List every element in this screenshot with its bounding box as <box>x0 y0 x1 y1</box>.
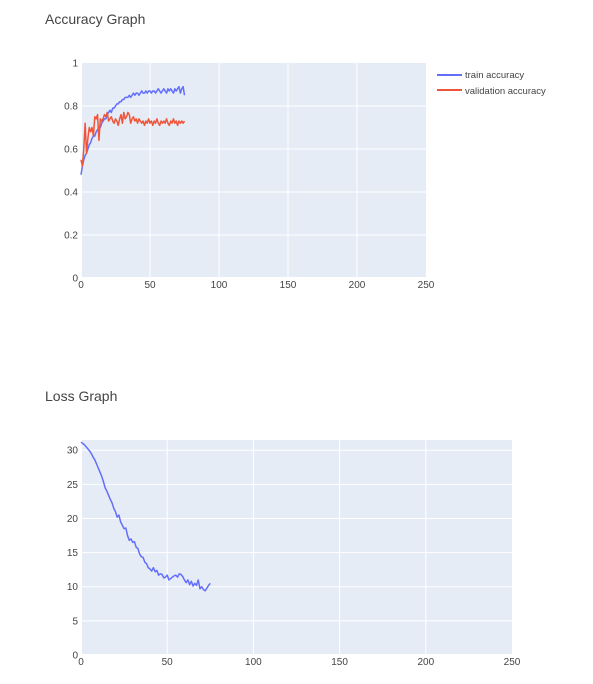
accuracy-legend: train accuracy validation accuracy <box>437 70 546 97</box>
acc-series-line-1 <box>80 111 186 167</box>
loss-chart-title: Loss Graph <box>45 388 117 404</box>
acc-y-tick-label: 0.8 <box>64 102 78 113</box>
loss-x-tick-label: 200 <box>417 657 434 668</box>
acc-x-tick-label: 50 <box>144 280 156 291</box>
loss-series-line-0 <box>80 441 211 592</box>
loss-x-tick-label: 250 <box>504 657 521 668</box>
acc-x-tick-label: 200 <box>349 280 366 291</box>
loss-grid <box>80 440 512 656</box>
loss-y-tick-label: 20 <box>67 514 79 525</box>
loss-x-tick-label: 0 <box>78 657 84 668</box>
acc-y-tick-label: 1 <box>72 59 78 70</box>
loss-y-tick-label: 10 <box>67 582 79 593</box>
legend-train-label: train accuracy <box>465 70 524 81</box>
loss-plot-area <box>81 440 512 655</box>
loss-chart: Loss Graph 0 50 100 150 200 250 0 5 10 15 20 25 30 <box>45 388 521 668</box>
loss-y-tick-label: 5 <box>72 616 78 627</box>
legend-validation-label: validation accuracy <box>465 86 546 97</box>
acc-x-tick-label: 250 <box>418 280 435 291</box>
loss-y-tick-label: 25 <box>67 480 79 491</box>
accuracy-chart: Accuracy Graph 0 50 100 150 200 250 0 0.2 0.4 0.6… <box>45 11 546 291</box>
accuracy-series <box>80 85 186 175</box>
loss-y-tick-label: 15 <box>67 548 79 559</box>
loss-series <box>80 441 211 592</box>
accuracy-chart-title: Accuracy Graph <box>45 11 145 27</box>
loss-x-tick-label: 50 <box>162 657 174 668</box>
accuracy-ticks: 0 50 100 150 200 250 0 0.2 0.4 0.6 0.8 1 <box>64 59 435 292</box>
accuracy-plot-area <box>81 63 426 278</box>
acc-y-tick-label: 0.6 <box>64 145 78 156</box>
loss-y-tick-label: 30 <box>67 446 79 457</box>
loss-x-tick-label: 100 <box>245 657 262 668</box>
loss-x-tick-label: 150 <box>331 657 348 668</box>
loss-ticks: 0 50 100 150 200 250 0 5 10 15 20 25 30 <box>67 446 521 668</box>
acc-y-tick-label: 0.2 <box>64 231 78 242</box>
acc-y-tick-label: 0.4 <box>64 188 78 199</box>
acc-x-tick-label: 100 <box>211 280 228 291</box>
accuracy-grid <box>80 63 426 279</box>
acc-x-tick-label: 150 <box>280 280 297 291</box>
acc-x-tick-label: 0 <box>78 280 84 291</box>
loss-y-tick-label: 0 <box>72 651 78 662</box>
acc-y-tick-label: 0 <box>72 274 78 285</box>
